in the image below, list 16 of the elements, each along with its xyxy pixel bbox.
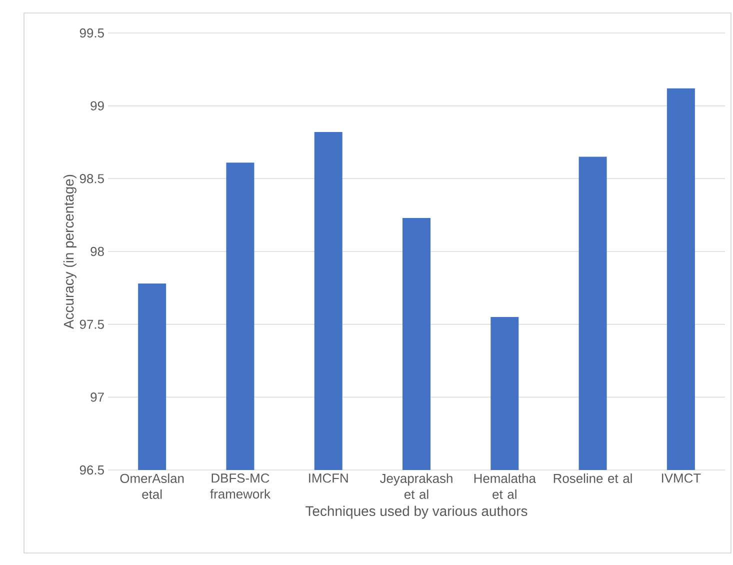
x-tick-label: IVMCT bbox=[662, 474, 701, 483]
y-tick-label: 99.5 bbox=[80, 28, 104, 38]
y-axis-title: Accuracy (in percentage) bbox=[63, 174, 76, 329]
x-tick-label: DBFS-MC framework bbox=[210, 474, 270, 499]
x-axis-title: Techniques used by various authors bbox=[306, 506, 528, 519]
y-tick-label: 98 bbox=[90, 246, 104, 256]
x-tick-label: Hemalatha et al bbox=[474, 474, 536, 499]
x-tick-label: Roseline et al bbox=[554, 474, 632, 484]
y-tick-label: 99 bbox=[90, 101, 104, 110]
y-tick-label: 97.5 bbox=[80, 320, 104, 329]
y-tick-label: 98.5 bbox=[80, 174, 104, 184]
y-tick-label: 96.5 bbox=[80, 465, 104, 475]
x-tick-label: Jeyaprakash et al bbox=[380, 474, 452, 499]
x-tick-label: OmerAslan etal bbox=[120, 474, 184, 499]
x-tick-label: IMCFN bbox=[309, 474, 348, 483]
y-tick-label: 97 bbox=[90, 392, 104, 402]
